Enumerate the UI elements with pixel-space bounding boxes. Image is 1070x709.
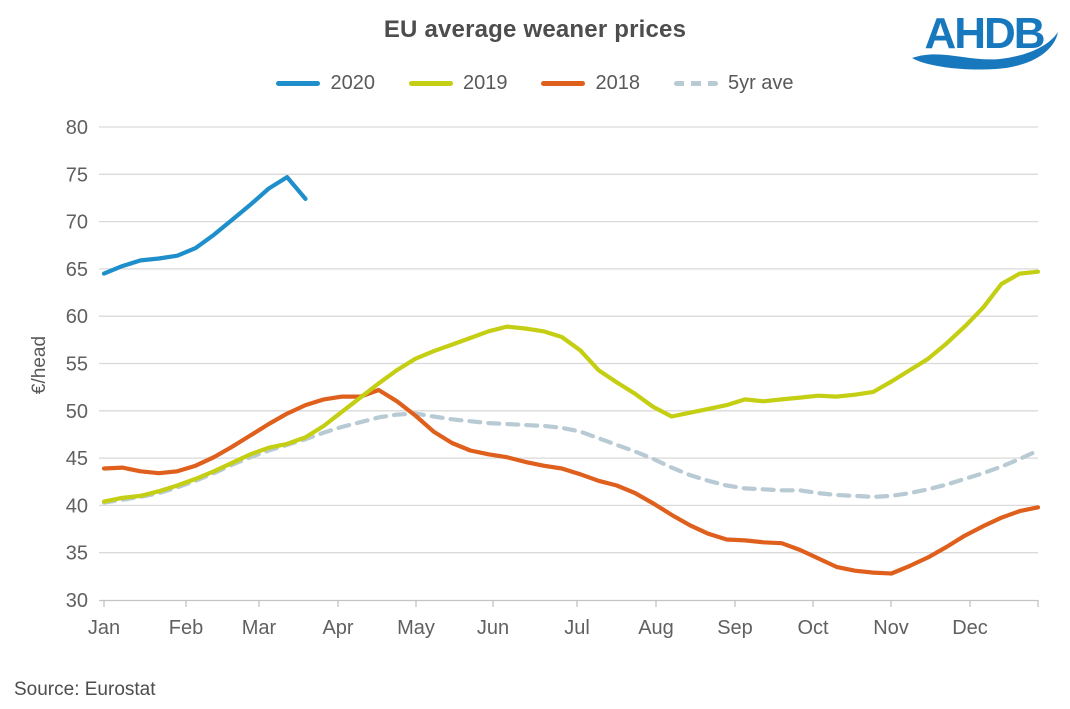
svg-text:Apr: Apr [322,617,353,639]
svg-text:60: 60 [66,306,88,328]
svg-text:Nov: Nov [873,617,909,639]
svg-text:Dec: Dec [952,617,988,639]
svg-text:35: 35 [66,543,88,565]
svg-text:80: 80 [66,117,88,139]
svg-text:50: 50 [66,401,88,423]
svg-text:Feb: Feb [169,617,203,639]
legend-item-2019: 2019 [408,72,508,95]
y-axis-title: €/head [29,335,50,395]
svg-text:70: 70 [66,212,88,234]
ahdb-logo-text: AHDB [924,9,1043,58]
ahdb-logo-graphic: AHDB [912,9,1058,70]
legend-swatch-2018-icon [541,81,586,86]
legend-label-2018: 2018 [595,72,640,94]
svg-text:Aug: Aug [638,617,674,639]
svg-text:Jun: Jun [477,617,509,639]
legend-label-2019: 2019 [462,72,508,94]
legend-label-5yr-ave: 5yr ave [727,72,794,94]
legend-item-2018: 2018 [541,72,640,95]
svg-text:45: 45 [66,448,88,470]
svg-text:40: 40 [66,495,88,517]
svg-text:55: 55 [66,354,88,376]
legend-swatch-2020-icon [276,81,321,86]
svg-text:Jan: Jan [88,617,120,639]
legend-swatch-2019-icon [408,81,453,86]
svg-text:30: 30 [66,590,88,612]
svg-text:May: May [397,617,435,639]
svg-text:Jul: Jul [564,617,590,639]
legend-swatch-5yr-ave-icon [673,81,718,86]
svg-text:65: 65 [66,259,88,281]
chart-title: EU average weaner prices [383,16,687,43]
svg-text:75: 75 [66,164,88,186]
svg-text:Mar: Mar [242,617,277,639]
svg-text:Oct: Oct [797,617,829,639]
svg-text:Sep: Sep [717,617,753,639]
legend-item-2020: 2020 [276,72,375,95]
ahdb-logo: AHDB [906,6,1062,78]
ahdb-logo-swoosh [912,32,1058,70]
source-note: Source: Eurostat [14,679,156,700]
legend-label-2020: 2020 [330,72,375,94]
chart-legend: 2020 2019 2018 5yr ave [0,72,1070,95]
legend-item-5yr-ave: 5yr ave [673,72,794,95]
